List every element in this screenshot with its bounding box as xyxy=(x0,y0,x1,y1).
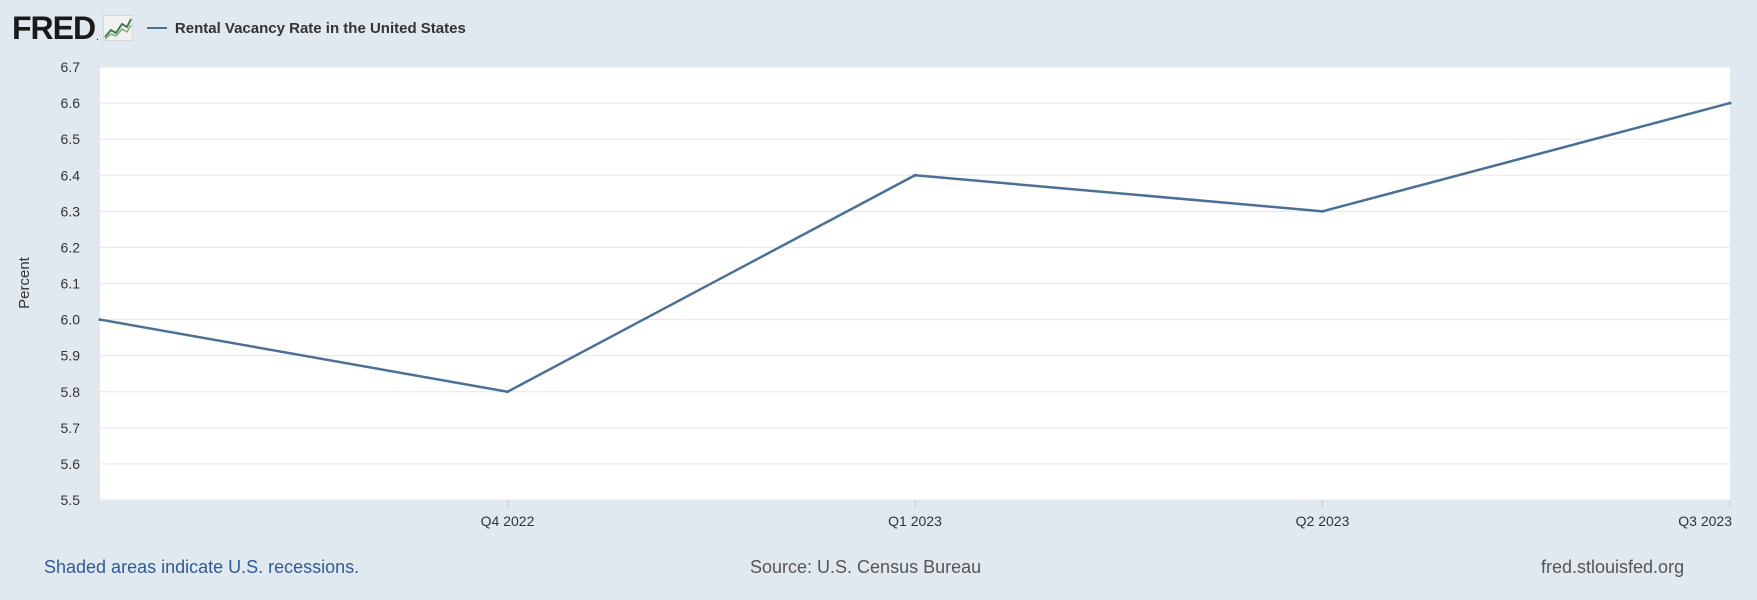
y-tick-label: 6.5 xyxy=(61,131,81,147)
site-link[interactable]: fred.stlouisfed.org xyxy=(1541,557,1685,577)
y-tick-label: 6.2 xyxy=(61,239,81,255)
x-tick-label: Q4 2022 xyxy=(481,513,535,529)
y-tick-label: 5.6 xyxy=(61,456,81,472)
line-chart: 5.55.65.75.85.96.06.16.26.36.46.56.66.7 … xyxy=(16,59,1732,529)
y-tick-label: 6.1 xyxy=(61,276,81,292)
data-point[interactable] xyxy=(913,173,917,177)
y-tick-label: 5.5 xyxy=(61,492,81,508)
fred-logo-mark: . xyxy=(96,31,99,43)
data-points xyxy=(98,101,1732,394)
recession-note-link[interactable]: Shaded areas indicate U.S. recessions. xyxy=(44,557,360,577)
data-point[interactable] xyxy=(1321,209,1324,213)
data-point[interactable] xyxy=(506,390,509,394)
y-tick-label: 6.0 xyxy=(61,312,81,328)
y-tick-label: 6.4 xyxy=(61,167,81,183)
fred-logo[interactable]: FRED xyxy=(12,10,96,46)
x-tick-label: Q3 2023 xyxy=(1678,513,1732,529)
y-tick-labels: 5.5 5.6 5.7 5.8 5.9 6.0 6.1 6.2 6.3 6.4 6.5 6.6 6.7 xyxy=(61,59,81,508)
fred-graph-icon xyxy=(102,15,133,41)
chart-header: FRED . Rental Vacancy Rate in the United… xyxy=(12,10,466,46)
x-tick-label: Q1 2023 xyxy=(888,513,942,529)
legend-line-swatch xyxy=(146,27,167,29)
y-tick-label: 5.9 xyxy=(61,348,81,364)
y-tick-label: 5.7 xyxy=(61,420,81,436)
legend-series-label[interactable]: Rental Vacancy Rate in the United States xyxy=(174,19,466,37)
y-tick-label: 6.7 xyxy=(61,59,81,75)
y-tick-label: 6.3 xyxy=(61,203,81,219)
legend: Rental Vacancy Rate in the United States xyxy=(146,19,466,37)
x-tick-labels: Q4 2022 Q1 2023 Q2 2023 Q3 2023 xyxy=(481,500,1732,529)
y-axis-label: Percent xyxy=(16,256,33,309)
data-point[interactable] xyxy=(1728,101,1732,105)
y-tick-label: 5.8 xyxy=(61,384,81,400)
x-tick-label: Q2 2023 xyxy=(1296,513,1350,529)
data-point[interactable] xyxy=(98,318,102,322)
source-text: Source: U.S. Census Bureau xyxy=(750,557,982,577)
y-tick-label: 6.6 xyxy=(61,95,81,111)
